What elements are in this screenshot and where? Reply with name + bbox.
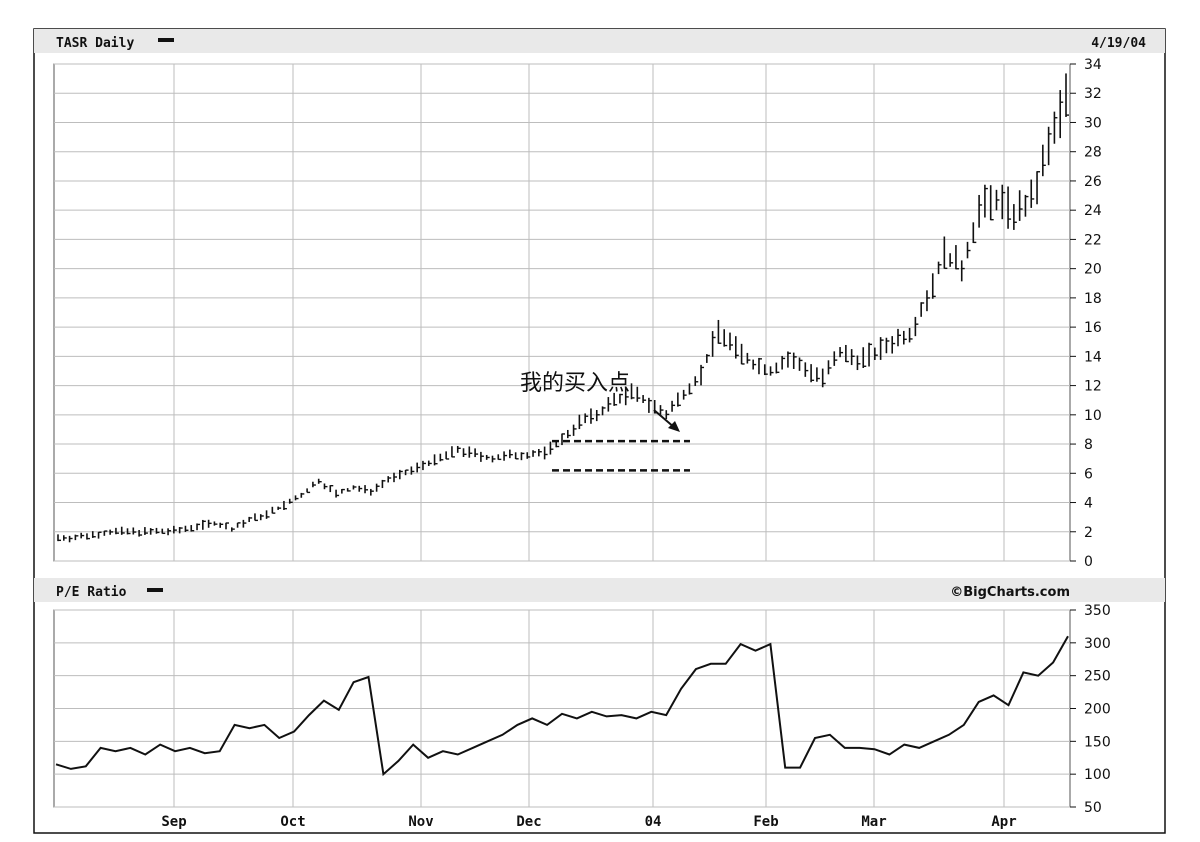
price-panel-date: 4/19/04: [1091, 36, 1146, 51]
pe-tick-label: 50: [1084, 800, 1102, 816]
legend-swatch-price: [158, 38, 174, 42]
pe-header-band: [34, 578, 1165, 602]
price-tick-label: 6: [1084, 466, 1093, 482]
x-axis-labels: Sep Oct Nov Dec 04 Feb Mar Apr: [161, 814, 1016, 830]
price-header-band: [34, 29, 1165, 53]
price-tick-label: 4: [1084, 496, 1093, 512]
x-tick-label: Feb: [753, 814, 778, 830]
x-tick-label: Sep: [161, 814, 186, 830]
pe-tick-label: 350: [1084, 603, 1111, 619]
pe-panel-title: P/E Ratio: [56, 585, 127, 600]
x-tick-label: Oct: [280, 814, 305, 830]
price-tick-label: 2: [1084, 525, 1093, 541]
x-tick-label: Dec: [516, 814, 541, 830]
pe-grid: [54, 609, 1070, 808]
buy-point-annotation: 我的买入点: [520, 371, 630, 396]
price-tick-label: 18: [1084, 291, 1102, 307]
price-grid: [54, 63, 1070, 562]
price-tick-label: 10: [1084, 408, 1102, 424]
legend-swatch-pe: [147, 588, 163, 592]
consolidation-box: [552, 439, 690, 472]
price-panel-title: TASR Daily: [56, 36, 134, 51]
price-tick-label: 0: [1084, 554, 1093, 570]
price-ohlc-bars: [57, 73, 1069, 543]
price-tick-label: 28: [1084, 145, 1102, 161]
pe-tick-label: 200: [1084, 702, 1111, 718]
annotation-arrow: [653, 409, 680, 432]
price-tick-label: 32: [1084, 86, 1102, 102]
pe-tick-label: 250: [1084, 669, 1111, 685]
x-tick-label: Nov: [408, 814, 433, 830]
pe-ratio-line: [55, 635, 1069, 777]
pe-tick-label: 100: [1084, 767, 1111, 783]
price-tick-label: 26: [1084, 174, 1102, 190]
price-tick-label: 16: [1084, 320, 1102, 336]
price-tick-label: 12: [1084, 379, 1102, 395]
price-tick-label: 30: [1084, 115, 1102, 131]
price-tick-label: 20: [1084, 262, 1102, 278]
x-tick-label: 04: [645, 814, 662, 830]
price-tick-label: 22: [1084, 232, 1102, 248]
price-plot-area: [53, 63, 1071, 562]
pe-panel-credit: ©BigCharts.com: [950, 585, 1070, 600]
price-tick-label: 34: [1084, 57, 1102, 73]
pe-tick-label: 150: [1084, 734, 1111, 750]
x-tick-label: Mar: [861, 814, 886, 830]
price-tick-label: 14: [1084, 349, 1102, 365]
pe-tick-label: 300: [1084, 636, 1111, 652]
price-tick-label: 8: [1084, 437, 1093, 453]
price-tick-label: 24: [1084, 203, 1102, 219]
pe-y-axis: 50 100 150 200 250 300 350: [1070, 603, 1111, 816]
x-tick-label: Apr: [991, 814, 1016, 830]
